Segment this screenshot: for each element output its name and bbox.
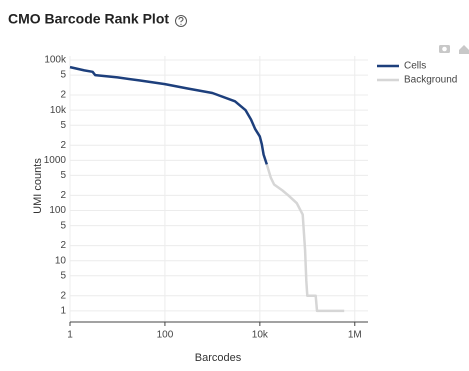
- y-tick-label: 2: [60, 190, 66, 201]
- y-tick-label: 2: [60, 140, 66, 151]
- y-tick-label: 10: [55, 255, 67, 266]
- series-line: [265, 164, 345, 313]
- y-tick-label: 5: [60, 70, 66, 81]
- y-tick-label: 100: [49, 205, 66, 216]
- y-tick-label: 10k: [50, 105, 67, 116]
- y-tick-label: 5: [60, 170, 66, 181]
- y-tick-label: 2: [60, 290, 66, 301]
- y-tick-label: 2: [60, 240, 66, 251]
- y-tick-label: 100k: [44, 55, 67, 66]
- chart-title: CMO Barcode Rank Plot: [8, 11, 169, 27]
- x-tick-label: 1M: [348, 330, 362, 341]
- x-tick-label: 100: [157, 330, 174, 341]
- modebar[interactable]: [439, 45, 469, 54]
- x-tick-label: 1: [67, 330, 73, 341]
- y-tick-label: 5: [60, 270, 66, 281]
- y-tick-label: 5: [60, 220, 66, 231]
- legend-label: Cells: [404, 61, 426, 72]
- legend-label: Background: [404, 75, 457, 86]
- x-axis-title: Barcodes: [195, 352, 242, 364]
- y-axis-title: UMI counts: [32, 158, 44, 214]
- y-tick-label: 1: [60, 306, 66, 317]
- y-tick-label: 1000: [44, 155, 67, 166]
- help-icon[interactable]: [175, 15, 187, 27]
- y-tick-label: 2: [60, 90, 66, 101]
- y-tick-label: 5: [60, 120, 66, 131]
- x-tick-label: 10k: [252, 330, 269, 341]
- series-line: [69, 65, 268, 165]
